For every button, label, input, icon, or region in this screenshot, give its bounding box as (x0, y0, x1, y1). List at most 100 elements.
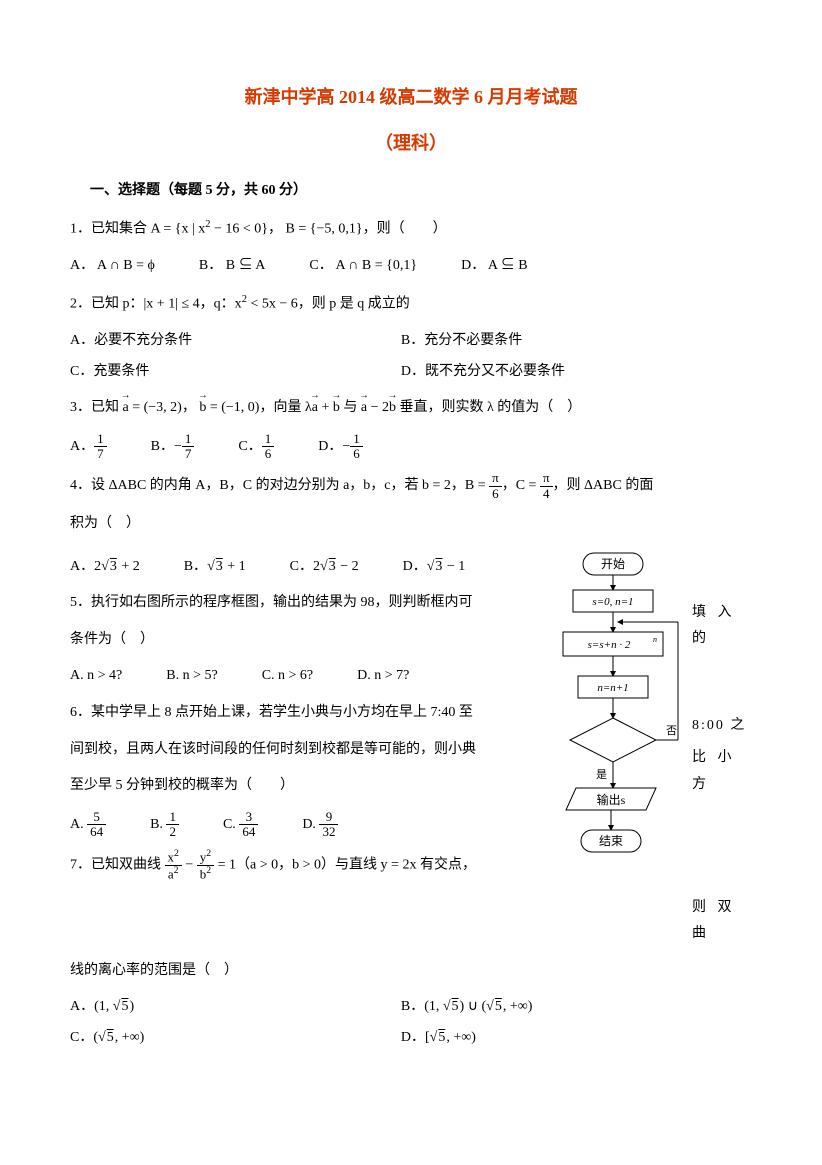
q4-b-2: + 1 (224, 559, 246, 574)
q5-stem-a: 5．执行如右图所示的程序框图，输出的结果为 98，则判断框内可 (70, 590, 473, 617)
q3-c-label: C． (238, 439, 261, 454)
q7-b-2: ) ∪ ( (460, 999, 487, 1014)
q5-tail: 填 入 的 (692, 600, 752, 653)
page-subtitle: （理科） (70, 126, 752, 160)
fc-no: 否 (666, 725, 677, 737)
q7-opt-a: A．(1, √5) (70, 994, 397, 1021)
q6-tail-2: 比 小 方 (692, 745, 752, 798)
q7-tail: 则 双 曲 (692, 895, 752, 948)
q5-opt-a: A. n > 4? (70, 663, 122, 690)
q7-stem-b: − (182, 858, 197, 873)
q5-opt-c: C. n > 6? (262, 663, 313, 690)
q5-options: A. n > 4? B. n > 5? C. n > 6? D. n > 7? (70, 663, 530, 690)
q1-opt-a: A． A ∩ B = ϕ (70, 253, 155, 280)
q4-opt-d: D．√3 − 1 (403, 554, 466, 581)
q4-stem-b: ，C = (502, 478, 540, 493)
fc-end: 结束 (599, 834, 623, 848)
q4-stem-a: 4．设 ΔABC 的内角 A，B，C 的对边分别为 a，b，c，若 b = 2，… (70, 478, 489, 493)
fc-start: 开始 (601, 557, 625, 571)
q6-options: A. 564 B. 12 C. 364 D. 932 (70, 810, 530, 840)
question-5-l1: 5．执行如右图所示的程序框图，输出的结果为 98，则判断框内可 (70, 590, 530, 617)
q6-a-label: A. (70, 817, 84, 832)
fc-inc: n=n+1 (597, 682, 628, 694)
q3-opt-c: C．16 (238, 432, 274, 462)
question-7-l2: 线的离心率的范围是（ ） (70, 958, 752, 985)
q1-stem-b: − 16 < 0}， B = {−5, 0,1}，则（ ） (211, 222, 447, 237)
q7-opt-d: D．[√5, +∞) (401, 1025, 728, 1052)
fc-step-sup: n (653, 635, 657, 644)
q7-a-1: A．(1, (70, 999, 113, 1014)
question-2: 2．已知 p：|x + 1| ≤ 4，q：x2 < 5x − 6，则 p 是 q… (70, 290, 752, 318)
right-tail-text: 填 入 的 8:00 之 比 小 方 则 双 曲 (692, 548, 752, 948)
q1-opt-d: D． A ⊆ B (461, 253, 528, 280)
q4-b-1: B． (184, 559, 207, 574)
q7-options-row1: A．(1, √5) B．(1, √5) ∪ (√5, +∞) (70, 994, 752, 1021)
q3-stem-c: = (−1, 0)，向量 λ (210, 400, 312, 415)
question-3: 3．已知 a = (−3, 2)， b = (−1, 0)，向量 λa + b … (70, 395, 752, 422)
q6-opt-a: A. 564 (70, 810, 106, 840)
q3-stem-a: 3．已知 (70, 400, 123, 415)
q2-opt-a: A．必要不充分条件 (70, 328, 397, 355)
q7-c-2: , +∞) (115, 1030, 145, 1045)
q4-d-2: − 1 (443, 559, 465, 574)
q2-opt-b: B．充分不必要条件 (401, 328, 728, 355)
q6-opt-c: C. 364 (223, 810, 258, 840)
q4-options: A．2√3 + 2 B．√3 + 1 C．2√3 − 2 D．√3 − 1 (70, 554, 530, 581)
page-title: 新津中学高 2014 级高二数学 6 月月考试题 (70, 80, 752, 114)
q7-b-1: B．(1, (401, 999, 443, 1014)
q3-options: A．17 B．−17 C．16 D．−16 (70, 432, 752, 462)
q3-opt-a: A．17 (70, 432, 107, 462)
q5-opt-b: B. n > 5? (166, 663, 217, 690)
flowchart: 开始 s=0, n=1 s=s+n · 2 n n=n+1 否 是 (538, 548, 688, 908)
q2-opt-c: C．充要条件 (70, 359, 397, 386)
section-1-heading: 一、选择题（每题 5 分，共 60 分） (90, 178, 752, 205)
q2-stem-a: 2．已知 p：|x + 1| ≤ 4，q：x (70, 296, 242, 311)
q7-d-2: , +∞) (446, 1030, 476, 1045)
q3-d-label: D．− (318, 439, 350, 454)
q3-opt-d: D．−16 (318, 432, 363, 462)
q4-opt-a: A．2√3 + 2 (70, 554, 140, 581)
q4-a-1: A．2 (70, 559, 101, 574)
q7-a-2: ) (129, 999, 134, 1014)
q2-options-row2: C．充要条件 D．既不充分又不必要条件 (70, 359, 752, 386)
q5-opt-d: D. n > 7? (357, 663, 409, 690)
question-6-l1: 6．某中学早上 8 点开始上课，若学生小典与小方均在早上 7:40 至 (70, 700, 530, 727)
q3-b-label: B．− (151, 439, 182, 454)
q6-b-label: B. (150, 817, 163, 832)
q3-opt-b: B．−17 (151, 432, 195, 462)
q6-tail-1: 8:00 之 (692, 713, 752, 740)
q4-d-1: D． (403, 559, 427, 574)
q4-stem-c: ，则 ΔABC 的面 (553, 478, 654, 493)
q2-stem-b: < 5x − 6，则 p 是 q 成立的 (247, 296, 410, 311)
question-5-l2: 条件为（ ） (70, 627, 530, 654)
q3-stem-g: 垂直，则实数 λ 的值为（ ） (400, 400, 582, 415)
fc-init: s=0, n=1 (592, 596, 633, 608)
fc-yes: 是 (596, 768, 607, 781)
question-4: 4．设 ΔABC 的内角 A，B，C 的对边分别为 a，b，c，若 b = 2，… (70, 471, 752, 501)
q4-stem-d: 积为（ ） (70, 511, 752, 538)
question-7-l1: 7．已知双曲线 x2a2 − y2b2 = 1（a > 0，b > 0）与直线 … (70, 849, 530, 881)
fc-out: 输出s (597, 792, 626, 807)
q6-c-label: C. (223, 817, 236, 832)
q7-opt-c: C．(√5, +∞) (70, 1025, 397, 1052)
q4-c-1: C．2 (290, 559, 320, 574)
q4-opt-c: C．2√3 − 2 (290, 554, 359, 581)
q6-opt-d: D. 932 (302, 810, 338, 840)
q6-opt-b: B. 12 (150, 810, 179, 840)
q7-stem-a: 7．已知双曲线 (70, 858, 165, 873)
question-1: 1．已知集合 A = {x | x2 − 16 < 0}， B = {−5, 0… (70, 215, 752, 243)
q3-a-label: A． (70, 439, 94, 454)
fc-step: s=s+n · 2 (588, 639, 631, 651)
q2-opt-d: D．既不充分又不必要条件 (401, 359, 728, 386)
q1-options: A． A ∩ B = ϕ B． B ⊆ A C． A ∩ B = {0,1} D… (70, 253, 752, 280)
q7-c-1: C．( (70, 1030, 98, 1045)
q4-c-2: − 2 (337, 559, 359, 574)
q7-b-3: , +∞) (503, 999, 533, 1014)
q6-d-label: D. (302, 817, 316, 832)
q7-stem-c: = 1（a > 0，b > 0）与直线 y = 2x 有交点， (214, 858, 476, 873)
q1-opt-c: C． A ∩ B = {0,1} (309, 253, 417, 280)
q1-opt-b: B． B ⊆ A (199, 253, 266, 280)
q7-opt-b: B．(1, √5) ∪ (√5, +∞) (401, 994, 728, 1021)
question-6-l3: 至少早 5 分钟到校的概率为（ ） (70, 773, 530, 800)
q3-stem-b: = (−3, 2)， (132, 400, 199, 415)
